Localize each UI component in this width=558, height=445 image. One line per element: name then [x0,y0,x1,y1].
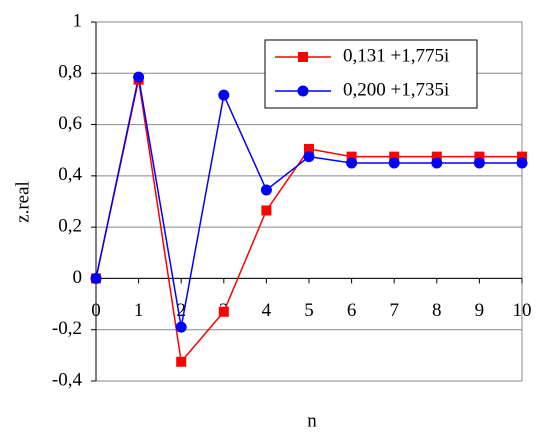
data-point [303,151,315,163]
x-tick-label: 9 [475,300,485,321]
data-point [90,272,102,284]
x-tick-label: 2 [176,300,186,321]
y-tick-label: 0,2 [58,216,82,237]
data-point [388,157,400,169]
data-point [516,157,528,169]
x-tick-label: 4 [262,300,272,321]
x-tick-label: 1 [134,300,144,321]
legend-marker [298,52,308,62]
data-point [517,151,527,162]
y-tick-label: 0,6 [58,113,82,134]
data-point [474,151,485,162]
y-tick-label: 0 [73,267,83,288]
y-tick-label: -0,4 [52,369,83,390]
legend-label: 0,200 +1,735i [343,79,449,100]
legend-box [264,39,478,109]
data-point [218,89,230,101]
y-tick-label: 0,8 [58,62,82,83]
legend-marker [297,85,309,97]
data-point [473,157,485,169]
x-axis-label: n [307,410,317,431]
data-point [260,184,272,196]
data-point [218,306,229,317]
data-point [261,205,272,216]
data-point [346,151,357,162]
data-point [176,356,187,367]
data-point [175,321,187,333]
x-tick-label: 10 [513,300,532,321]
data-point [133,71,145,83]
data-point [389,151,400,162]
legend-label: 0,131 +1,775i [343,45,449,66]
y-tick-label: 1 [73,10,83,31]
data-point [431,157,443,169]
series-line [95,76,522,328]
x-tick-label: 6 [347,300,357,321]
y-axis-label: z.real [12,181,33,223]
y-tick-label: -0,2 [52,318,82,339]
x-tick-label: 5 [304,300,314,321]
data-point [304,143,314,154]
data-point [431,151,442,162]
x-tick-label: 7 [389,300,399,321]
y-tick-label: 0,4 [58,164,82,185]
data-point [346,157,358,169]
x-tick-label: 0 [91,300,101,321]
x-tick-label: 8 [432,300,442,321]
